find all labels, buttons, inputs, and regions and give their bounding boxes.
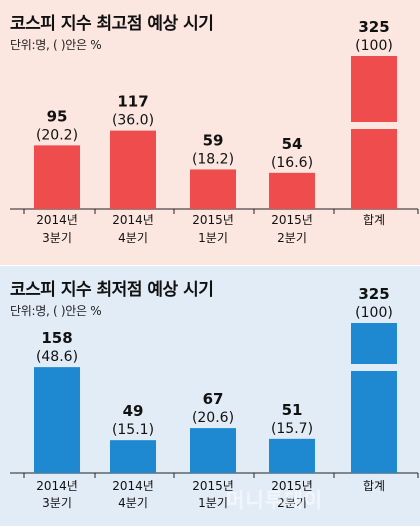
percent-label: (16.6): [271, 155, 313, 171]
bar: [269, 172, 315, 209]
x-tick-label: 2014년: [36, 479, 78, 493]
x-tick-label: 1분기: [198, 231, 228, 245]
unit-note: 단위:명, ( )안은 %: [10, 38, 102, 52]
bar-chart-peak: (20.2) 95 2014년 3분기 (36.0) 117 2014년 4분기 (18.2) 5…: [10, 18, 419, 245]
watermark: 머니투데이: [226, 488, 323, 512]
bar: [351, 323, 397, 473]
x-tick-label: 4분기: [118, 496, 148, 510]
value-label: 325: [358, 285, 389, 303]
bar: [190, 169, 236, 209]
percent-label: (20.2): [36, 127, 78, 143]
x-tick-label: 2분기: [277, 231, 307, 245]
axis-break-gap: [350, 364, 398, 371]
bar: [190, 428, 236, 473]
value-label: 95: [47, 107, 68, 125]
percent-label: (20.6): [192, 410, 234, 426]
x-tick-label: 1분기: [198, 496, 228, 510]
x-tick-label: 2014년: [36, 213, 78, 227]
x-tick-label: 3분기: [42, 496, 72, 510]
bar: [269, 438, 315, 473]
percent-label: (36.0): [112, 113, 154, 129]
chart-title: 코스피 지수 최고점 예상 시기: [10, 14, 214, 34]
chart-panel-trough: 코스피 지수 최저점 예상 시기 단위:명, ( )안은 % (48.6) 158…: [0, 266, 420, 526]
bar-chart-trough: (48.6) 158 2014년 3분기 (15.1) 49 2014년 4분기 (20.6) 6…: [10, 285, 419, 510]
axis-break-gap: [350, 122, 398, 129]
bar: [351, 56, 397, 209]
chart-panel-peak: 코스피 지수 최고점 예상 시기 단위:명, ( )안은 % (20.2) 95 2…: [0, 0, 420, 265]
percent-label: (100): [355, 38, 393, 54]
value-label: 325: [358, 18, 389, 36]
bar: [34, 145, 80, 209]
x-tick-label: 합계: [363, 479, 385, 493]
bar: [110, 130, 156, 209]
value-label: 54: [282, 135, 303, 153]
percent-label: (15.1): [112, 422, 154, 438]
value-label: 67: [203, 390, 224, 408]
x-tick-label: 4분기: [118, 231, 148, 245]
value-label: 117: [117, 93, 148, 111]
value-label: 158: [41, 329, 72, 347]
x-tick-label: 2015년: [271, 479, 313, 493]
x-tick-label: 2015년: [192, 479, 234, 493]
percent-label: (48.6): [36, 349, 78, 365]
percent-label: (18.2): [192, 151, 234, 167]
x-tick-label: 2014년: [112, 213, 154, 227]
x-tick-label: 2분기: [277, 496, 307, 510]
x-tick-label: 2015년: [271, 213, 313, 227]
unit-note: 단위:명, ( )안은 %: [10, 304, 102, 318]
x-tick-label: 3분기: [42, 231, 72, 245]
bar: [110, 440, 156, 473]
bar: [34, 367, 80, 473]
percent-label: (15.7): [271, 421, 313, 437]
x-tick-label: 2014년: [112, 479, 154, 493]
x-tick-label: 합계: [363, 213, 385, 227]
chart-title: 코스피 지수 최저점 예상 시기: [10, 280, 214, 300]
value-label: 51: [282, 401, 303, 419]
value-label: 49: [123, 402, 144, 420]
x-tick-label: 2015년: [192, 213, 234, 227]
percent-label: (100): [355, 305, 393, 321]
value-label: 59: [203, 131, 224, 149]
